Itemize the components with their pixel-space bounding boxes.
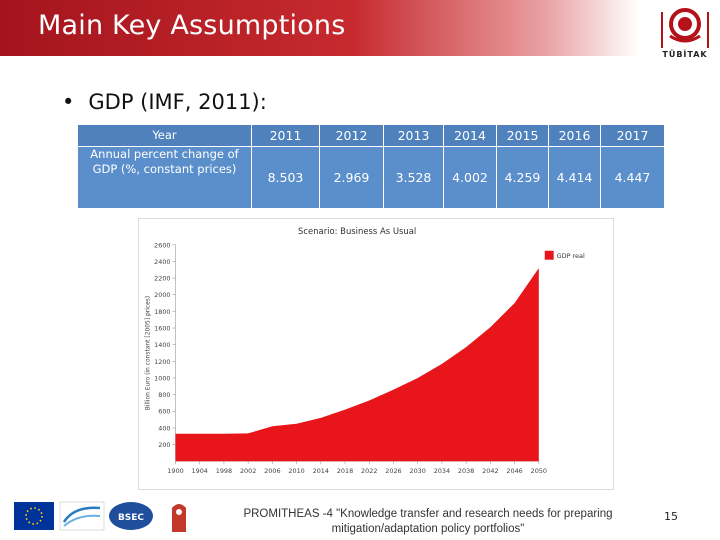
logo-name: TÜBİTAK [662,50,708,59]
x-tick-label: 1904 [192,467,208,475]
table-cell-value: 4.447 [601,147,665,209]
x-tick-label: 2030 [409,467,425,475]
y-tick-label: 2000 [154,291,170,299]
x-tick-label: 2042 [482,467,498,475]
footer-text: PROMITHEAS -4 "Knowledge transfer and re… [243,508,613,535]
x-tick-label: 2022 [361,467,377,475]
x-tick-label: 2014 [313,467,329,475]
table-cell-year: 2015 [497,125,549,147]
y-tick-label: 600 [158,408,170,416]
y-tick-label: 400 [158,424,170,432]
table-cell-value: 3.528 [384,147,444,209]
y-tick-label: 2600 [154,241,170,249]
bullet-gdp: • GDP (IMF, 2011): [62,90,267,114]
gdp-real-area [175,268,539,462]
x-tick-label: 2002 [240,467,256,475]
table-cell-year: 2011 [252,125,320,147]
y-tick-label: 1600 [154,325,170,333]
y-tick-label: 2200 [154,275,170,283]
table-row-years: Year 2011 2012 2013 2014 2015 2016 2017 [78,125,665,147]
title-bar: Main Key Assumptions [0,0,640,56]
slide-title: Main Key Assumptions [38,10,346,41]
svg-text:BSEC: BSEC [118,513,144,523]
kepa-logo-icon [162,498,196,536]
eu-flag-icon [14,502,54,530]
legend-swatch [544,250,554,260]
table-cell-value: 8.503 [252,147,320,209]
table-cell-year: 2016 [549,125,601,147]
y-axis-label: Billion Euro (in constant [2005] prices) [145,296,152,410]
footer-logos: BSEC [14,498,196,536]
x-tick-label: 2010 [288,467,304,475]
page-number: 15 [664,510,678,523]
x-tick-label: 2026 [385,467,401,475]
x-tick-label: 2034 [434,467,450,475]
chart-title: Scenario: Business As Usual [298,226,416,236]
y-tick-label: 200 [158,441,170,449]
bsec-logo-icon: BSEC [109,502,153,530]
y-tick-label: 800 [158,391,170,399]
table-row-values: Annual percent change of GDP (%, constan… [78,147,665,209]
tubitak-logo-icon [661,8,709,48]
y-tick-label: 1000 [154,374,170,382]
table-cell-value: 4.414 [549,147,601,209]
table-cell-year: 2014 [444,125,497,147]
x-tick-label: 2038 [458,467,474,475]
y-tick-label: 2400 [154,258,170,266]
table-cell-year: 2017 [601,125,665,147]
x-tick-label: 1900 [167,467,183,475]
programme-logo-icon [59,501,105,531]
bullet-dot-icon: • [62,90,75,114]
legend-label: GDP real [557,252,585,260]
y-tick-label: 1800 [154,308,170,316]
table-label-year: Year [78,125,252,147]
table-label-gdp-change: Annual percent change of GDP (%, constan… [78,147,252,209]
y-tick-label: 1400 [154,341,170,349]
table-cell-value: 4.259 [497,147,549,209]
bullet-text: GDP (IMF, 2011): [88,90,267,114]
x-tick-label: 1998 [216,467,232,475]
x-tick-label: 2050 [531,467,547,475]
table-cell-year: 2012 [320,125,384,147]
gdp-table: Year 2011 2012 2013 2014 2015 2016 2017 … [78,125,665,209]
x-tick-label: 2046 [506,467,522,475]
table-cell-value: 4.002 [444,147,497,209]
table-cell-value: 2.969 [320,147,384,209]
table-cell-year: 2013 [384,125,444,147]
x-tick-label: 2006 [264,467,280,475]
gdp-area-chart: Scenario: Business As Usual 200 400 600 800 1… [138,218,614,490]
x-tick-label: 2018 [337,467,353,475]
y-tick-label: 1200 [154,358,170,366]
